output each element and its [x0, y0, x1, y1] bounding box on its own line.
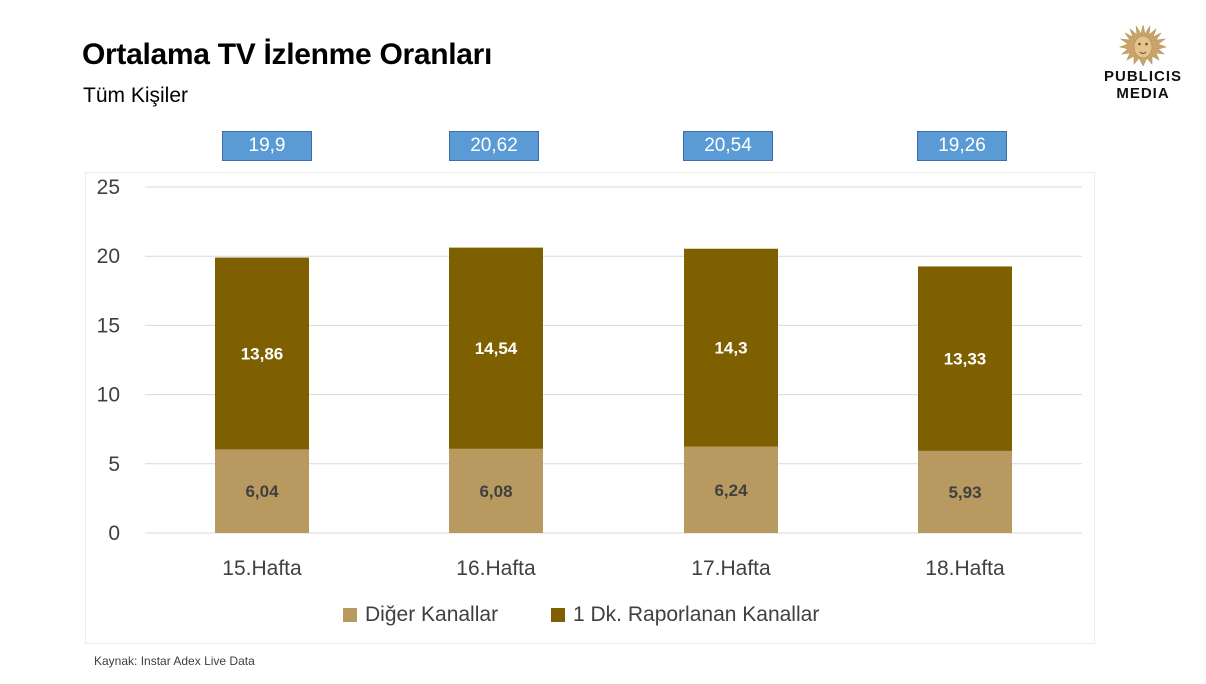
data-label-17.Hafta-series-0: 6,24 [714, 481, 748, 500]
bar-15.Hafta-series-1 [215, 257, 309, 450]
chart-title: Ortalama TV İzlenme Oranları [82, 38, 493, 71]
legend-item-diger-kanallar: Diğer Kanallar [343, 603, 498, 627]
logo-text-media: MEDIA [1116, 85, 1170, 102]
y-tick-label-20: 20 [97, 245, 120, 268]
x-tick-label-18.Hafta: 18.Hafta [925, 557, 1005, 580]
data-label-16.Hafta-series-0: 6,08 [479, 482, 512, 501]
x-tick-label-16.Hafta: 16.Hafta [456, 557, 536, 580]
logo-text-publicis: PUBLICIS [1103, 68, 1182, 85]
data-label-15.Hafta-series-0: 6,04 [245, 482, 279, 501]
data-label-18.Hafta-series-0: 5,93 [948, 483, 981, 502]
x-tick-label-15.Hafta: 15.Hafta [222, 557, 302, 580]
lion-head-icon [1118, 24, 1168, 67]
y-tick-label-25: 25 [97, 176, 120, 199]
bar-16.Hafta-series-0 [449, 448, 543, 533]
legend-label-1dk-raporlanan-kanallar: 1 Dk. Raporlanan Kanallar [573, 603, 820, 626]
data-label-15.Hafta-series-1: 13,86 [241, 344, 284, 363]
bar-18.Hafta-series-1 [918, 266, 1012, 451]
bar-15.Hafta-series-0 [215, 449, 309, 533]
publicis-media-logo: PUBLICIS MEDIA [1088, 22, 1198, 108]
y-tick-label-5: 5 [108, 453, 120, 476]
data-label-17.Hafta-series-1: 14,3 [714, 339, 747, 358]
y-tick-label-0: 0 [108, 522, 120, 545]
total-label-16-hafta: 20,62 [449, 131, 539, 161]
chart-plot-frame [85, 172, 1095, 644]
total-label-15-hafta: 19,9 [222, 131, 312, 161]
total-label-17-hafta: 20,54 [683, 131, 773, 161]
chart-legend: Diğer Kanallar 1 Dk. Raporlanan Kanallar [0, 603, 1206, 629]
source-note: Kaynak: Instar Adex Live Data [94, 654, 255, 668]
bar-16.Hafta-series-1 [449, 247, 543, 449]
chart-subtitle: Tüm Kişiler [83, 84, 189, 107]
bar-17.Hafta-series-1 [684, 248, 778, 447]
data-label-18.Hafta-series-1: 13,33 [944, 350, 987, 369]
bar-17.Hafta-series-0 [684, 446, 778, 533]
y-tick-label-15: 15 [97, 314, 120, 337]
legend-item-1dk-raporlanan-kanallar: 1 Dk. Raporlanan Kanallar [551, 603, 819, 627]
total-label-18-hafta: 19,26 [917, 131, 1007, 161]
legend-swatch-1dk-raporlanan-kanallar [551, 608, 565, 622]
legend-swatch-diger-kanallar [343, 608, 357, 622]
bar-18.Hafta-series-0 [918, 450, 1012, 533]
y-tick-label-10: 10 [97, 384, 120, 407]
data-label-16.Hafta-series-1: 14,54 [475, 339, 518, 358]
legend-label-diger-kanallar: Diğer Kanallar [365, 603, 499, 626]
x-tick-label-17.Hafta: 17.Hafta [691, 557, 771, 580]
